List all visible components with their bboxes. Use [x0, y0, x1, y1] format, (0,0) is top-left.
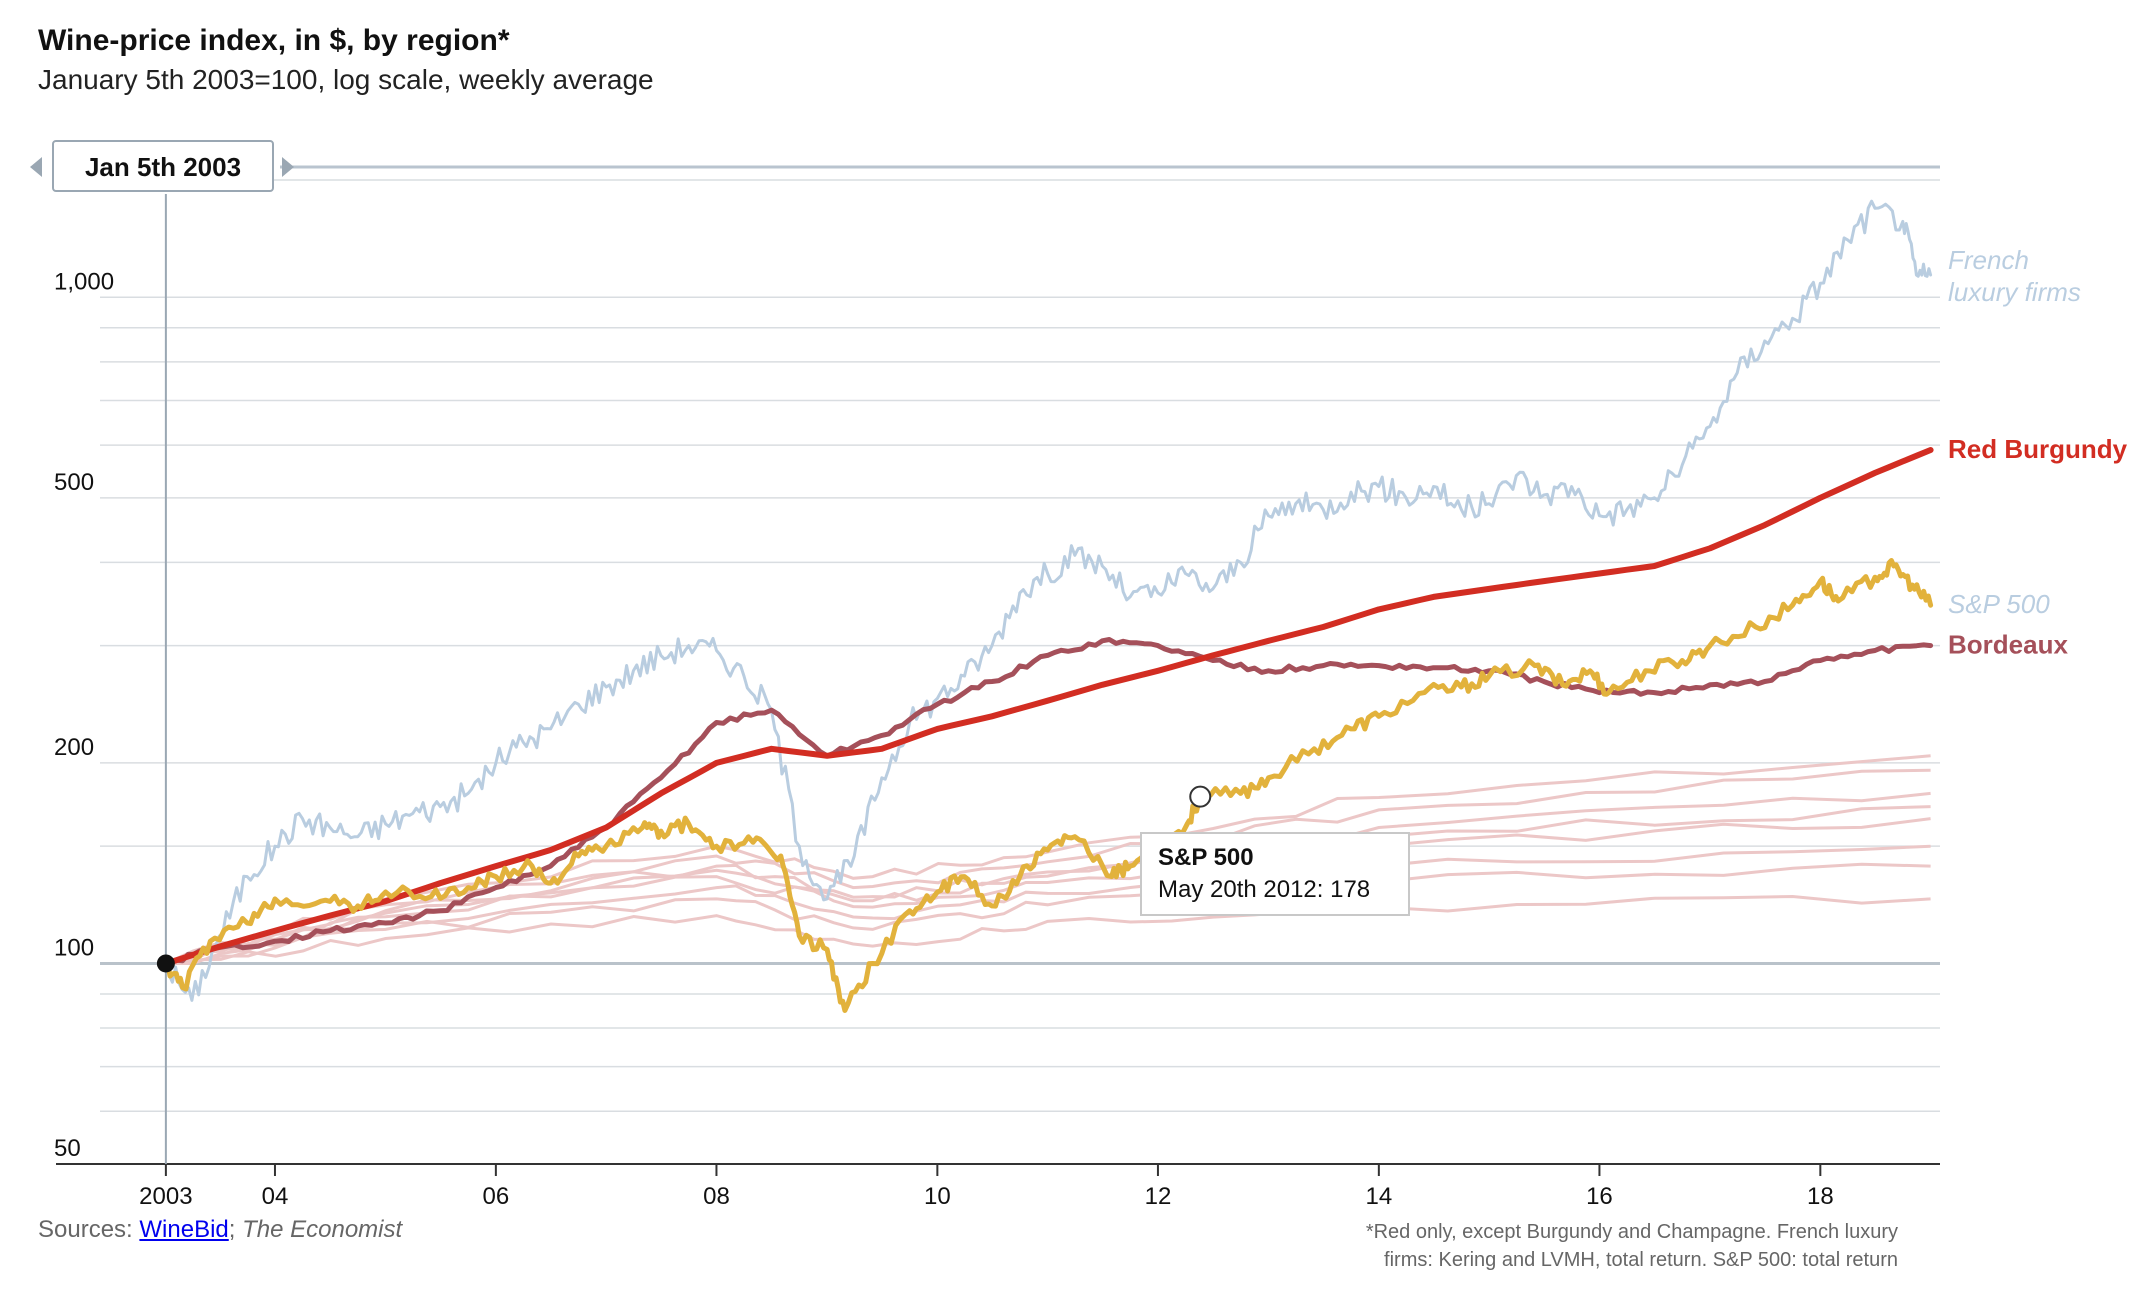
axes: 50 100 200 500 1,000 2003 04 06 08 10 12 14 16 18: [54, 268, 1940, 1210]
y-tick-label: 200: [54, 734, 94, 761]
series-lines: [162, 199, 1934, 1013]
date-slider-handle[interactable]: Jan 5th 2003: [52, 140, 274, 192]
series-line-bordeaux: [163, 637, 1934, 966]
series-label-french-luxury-firms-line2: luxury firms: [1948, 277, 2081, 307]
footnote-line-2: firms: Kering and LVMH, total return. S&…: [1384, 1249, 1898, 1271]
series-line-red-burgundy: [162, 447, 1934, 967]
other-region-line: [165, 791, 1931, 965]
tooltip-value: May 20th 2012: 178: [1158, 876, 1371, 903]
grid-lines: [100, 179, 1940, 1165]
x-tick-label: 04: [262, 1183, 289, 1210]
tooltip-series: S&P 500: [1158, 844, 1254, 871]
series-label-s-p-500: S&P 500: [1948, 589, 2050, 619]
slider-left-arrow-icon: [30, 157, 42, 177]
highlight-point-marker: [1189, 785, 1212, 808]
series-label-bordeaux: Bordeaux: [1948, 630, 2068, 660]
y-tick-label: 500: [54, 469, 94, 496]
other-region-line: [165, 768, 1931, 965]
x-tick-label: 12: [1145, 1183, 1172, 1210]
chart-subtitle: January 5th 2003=100, log scale, weekly …: [38, 64, 654, 95]
x-tick-label: 14: [1365, 1183, 1392, 1210]
x-tick-label: 16: [1586, 1183, 1613, 1210]
series-label-french-luxury-firms: French: [1948, 245, 2029, 275]
series-line-s-p-500: [163, 558, 1934, 1013]
sources-separator: ;: [228, 1216, 243, 1243]
winebid-link[interactable]: WineBid: [139, 1216, 229, 1243]
footnote-line-1: *Red only, except Burgundy and Champagne…: [1365, 1221, 1898, 1243]
date-slider[interactable]: [30, 157, 1940, 1164]
footnote: *Red only, except Burgundy and Champagne…: [1278, 1218, 1898, 1274]
slider-right-arrow-icon: [282, 157, 294, 177]
markers: [156, 785, 1212, 973]
sources-prefix: Sources:: [38, 1216, 140, 1243]
x-tick-label: 08: [703, 1183, 730, 1210]
x-tick-label: 10: [924, 1183, 951, 1210]
sources-note: Sources: WineBid; The Economist: [38, 1216, 402, 1244]
series-line-french-luxury-firms: [164, 199, 1933, 1002]
tooltip: S&P 500 May 20th 2012: 178: [1140, 832, 1410, 916]
series-label-red-burgundy: Red Burgundy: [1948, 434, 2128, 464]
sources-publisher: The Economist: [242, 1216, 403, 1243]
y-tick-label: 100: [54, 934, 94, 961]
x-tick-label: 2003: [139, 1183, 192, 1210]
x-tick-label: 18: [1807, 1183, 1834, 1210]
x-tick-label: 06: [483, 1183, 510, 1210]
y-tick-label: 50: [54, 1135, 81, 1162]
chart-title: Wine-price index, in $, by region*: [38, 24, 510, 57]
y-tick-label: 1,000: [54, 268, 114, 295]
other-regions-lines: [165, 754, 1931, 965]
start-point-marker: [156, 954, 175, 973]
